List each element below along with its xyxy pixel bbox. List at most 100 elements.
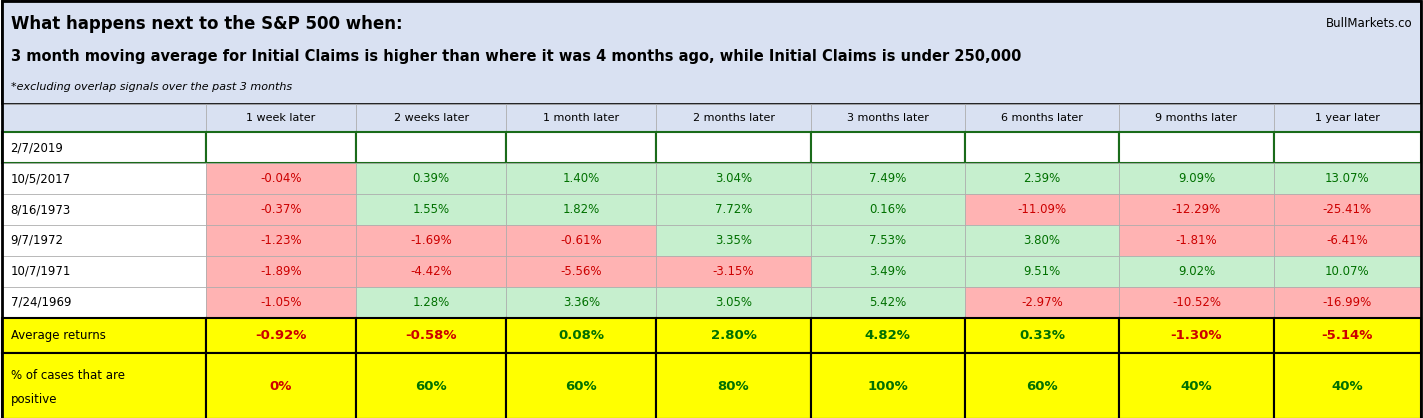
Text: -3.15%: -3.15%: [713, 265, 754, 278]
Text: -25.41%: -25.41%: [1323, 203, 1372, 216]
Bar: [356, 132, 507, 163]
Text: 9 months later: 9 months later: [1155, 113, 1238, 123]
Text: 5.42%: 5.42%: [869, 296, 906, 309]
Bar: [356, 104, 507, 132]
Text: -0.37%: -0.37%: [260, 203, 302, 216]
Bar: [811, 132, 965, 163]
Bar: [1120, 104, 1274, 132]
Bar: [965, 225, 1120, 256]
Bar: [656, 225, 811, 256]
Text: 3.04%: 3.04%: [714, 172, 753, 185]
Text: 3 month moving average for Initial Claims is higher than where it was 4 months a: 3 month moving average for Initial Claim…: [10, 49, 1020, 64]
Text: -1.05%: -1.05%: [260, 296, 302, 309]
Bar: [1120, 318, 1274, 353]
Bar: [811, 287, 965, 318]
Bar: [965, 256, 1120, 287]
Text: 0.33%: 0.33%: [1019, 329, 1066, 342]
Text: 2.39%: 2.39%: [1023, 172, 1060, 185]
Text: *excluding overlap signals over the past 3 months: *excluding overlap signals over the past…: [10, 82, 292, 92]
Bar: [206, 256, 356, 287]
Bar: [206, 132, 356, 163]
Text: 2.80%: 2.80%: [710, 329, 757, 342]
Text: 9/7/1972: 9/7/1972: [10, 234, 64, 247]
Bar: [811, 318, 965, 353]
Bar: [356, 225, 507, 256]
Text: 9.02%: 9.02%: [1178, 265, 1215, 278]
Bar: [811, 104, 965, 132]
Bar: [1, 287, 206, 318]
Bar: [656, 256, 811, 287]
Text: 10/5/2017: 10/5/2017: [10, 172, 71, 185]
Text: 0.39%: 0.39%: [413, 172, 450, 185]
Bar: [507, 132, 656, 163]
Bar: [507, 256, 656, 287]
Bar: [965, 287, 1120, 318]
Text: -0.92%: -0.92%: [255, 329, 307, 342]
Bar: [656, 132, 811, 163]
Bar: [965, 194, 1120, 225]
Text: 0%: 0%: [270, 380, 292, 393]
Bar: [1120, 194, 1274, 225]
Text: -0.04%: -0.04%: [260, 172, 302, 185]
Text: 0.08%: 0.08%: [558, 329, 605, 342]
Text: 7/24/1969: 7/24/1969: [10, 296, 71, 309]
Text: -16.99%: -16.99%: [1322, 296, 1372, 309]
Text: 40%: 40%: [1332, 380, 1363, 393]
Text: 2/7/2019: 2/7/2019: [10, 141, 64, 154]
Bar: [1, 163, 206, 194]
Bar: [356, 353, 507, 418]
Bar: [356, 163, 507, 194]
Text: 2 months later: 2 months later: [693, 113, 774, 123]
Bar: [656, 287, 811, 318]
Text: 3.35%: 3.35%: [714, 234, 751, 247]
Text: -1.89%: -1.89%: [260, 265, 302, 278]
Bar: [656, 353, 811, 418]
Text: Average returns: Average returns: [10, 329, 105, 342]
Bar: [965, 318, 1120, 353]
Bar: [206, 225, 356, 256]
Bar: [1274, 104, 1422, 132]
Text: 40%: 40%: [1181, 380, 1212, 393]
Text: 10.07%: 10.07%: [1325, 265, 1369, 278]
Text: -1.69%: -1.69%: [410, 234, 453, 247]
Bar: [1120, 353, 1274, 418]
Text: 3.36%: 3.36%: [562, 296, 601, 309]
Bar: [811, 225, 965, 256]
Bar: [1274, 194, 1422, 225]
Text: -12.29%: -12.29%: [1171, 203, 1221, 216]
Text: -10.52%: -10.52%: [1173, 296, 1221, 309]
Bar: [965, 353, 1120, 418]
Bar: [656, 318, 811, 353]
Bar: [1120, 256, 1274, 287]
Text: BullMarkets.co: BullMarkets.co: [1326, 17, 1413, 30]
Bar: [811, 194, 965, 225]
Bar: [1, 256, 206, 287]
Text: 0.16%: 0.16%: [869, 203, 906, 216]
Text: 3.80%: 3.80%: [1023, 234, 1060, 247]
Bar: [206, 163, 356, 194]
Text: 1.55%: 1.55%: [413, 203, 450, 216]
Text: 1 week later: 1 week later: [246, 113, 316, 123]
Bar: [1274, 163, 1422, 194]
Bar: [1120, 287, 1274, 318]
Text: -1.30%: -1.30%: [1171, 329, 1222, 342]
Bar: [356, 194, 507, 225]
Text: 100%: 100%: [868, 380, 908, 393]
Text: -0.61%: -0.61%: [561, 234, 602, 247]
Bar: [356, 287, 507, 318]
Text: 13.07%: 13.07%: [1325, 172, 1369, 185]
Bar: [1274, 287, 1422, 318]
Text: 2 weeks later: 2 weeks later: [394, 113, 468, 123]
Text: 1.40%: 1.40%: [562, 172, 601, 185]
Bar: [1, 225, 206, 256]
Bar: [656, 163, 811, 194]
Text: -5.56%: -5.56%: [561, 265, 602, 278]
Text: positive: positive: [10, 393, 57, 406]
Bar: [965, 163, 1120, 194]
Bar: [1120, 132, 1274, 163]
Text: 3 months later: 3 months later: [847, 113, 929, 123]
Text: 1.28%: 1.28%: [413, 296, 450, 309]
Text: 3.05%: 3.05%: [714, 296, 751, 309]
Text: 1 month later: 1 month later: [544, 113, 619, 123]
Bar: [1, 318, 206, 353]
